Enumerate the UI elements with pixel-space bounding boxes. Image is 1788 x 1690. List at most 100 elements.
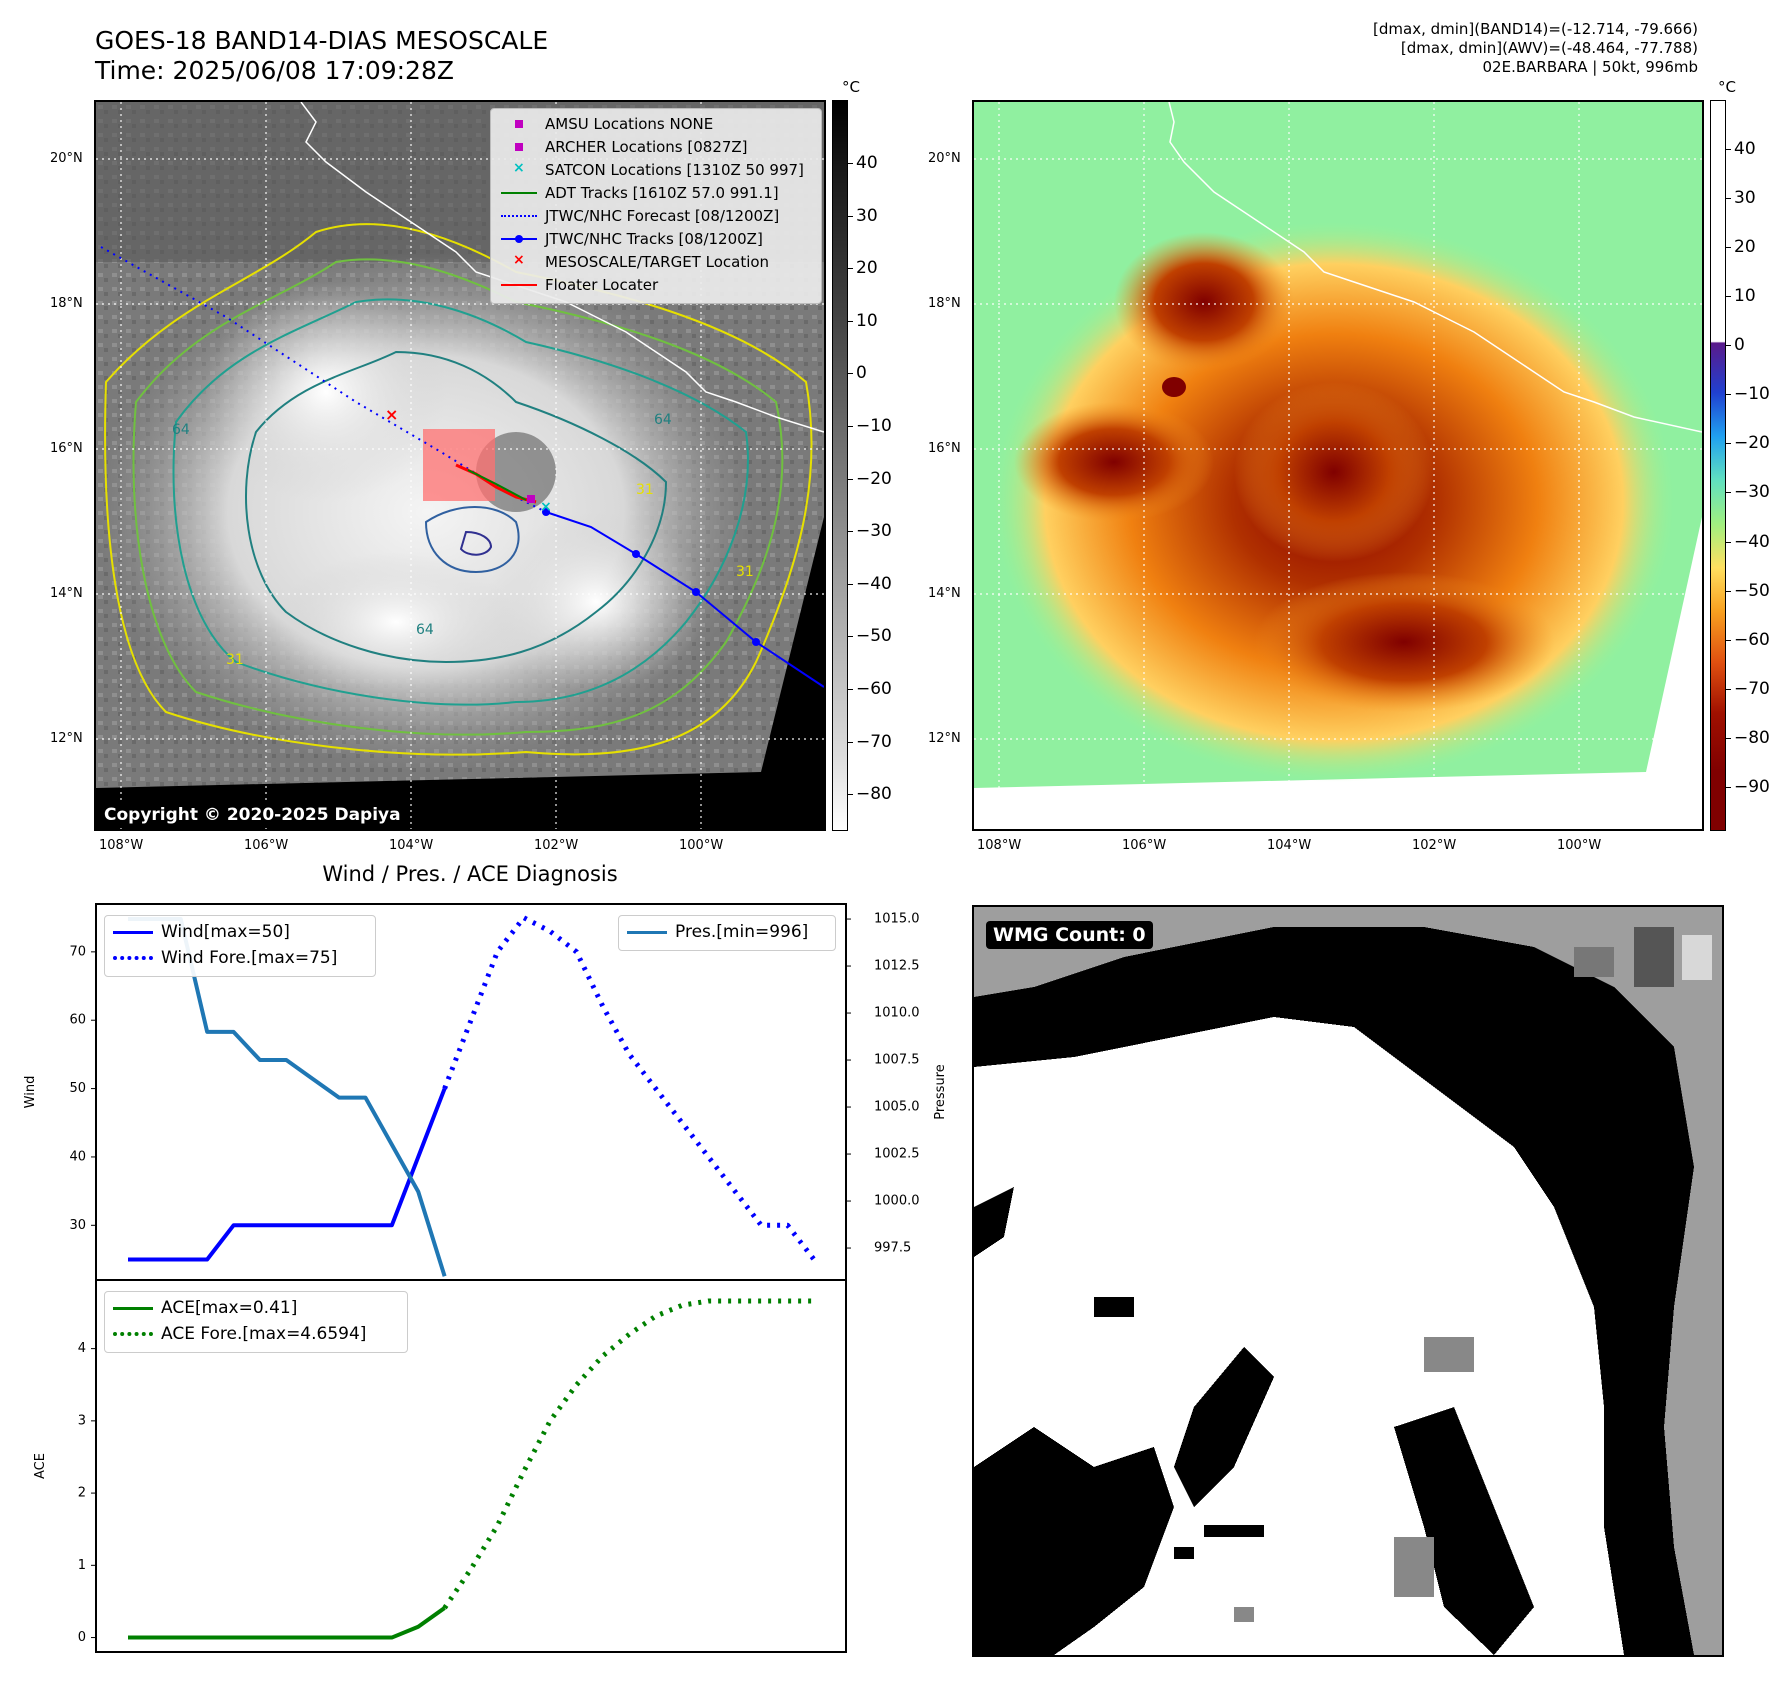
contour-label: 64 [172, 422, 190, 438]
wind-forecast-series-line [442, 915, 816, 1262]
latitude-label: 20°N [50, 151, 83, 166]
pressure-tick-label: 1015.0 [874, 912, 920, 927]
info-awv-range: [dmax, dmin](AWV)=(-48.464, -77.788) [1400, 39, 1698, 57]
pressure-tick-label: 1012.5 [874, 959, 920, 974]
pressure-tick-label: 1002.5 [874, 1147, 920, 1162]
ace-tick-label: 3 [78, 1413, 86, 1428]
colorbar-tick-mark [848, 268, 853, 270]
legend-entry: × SATCON Locations [1310Z 50 997] [513, 160, 804, 179]
colorbar-tick-label: 30 [856, 205, 878, 226]
colorbar-tick-mark [1726, 394, 1731, 396]
colorbar-tick-label: −80 [1734, 727, 1770, 748]
figure-title: GOES-18 BAND14-DIAS MESOSCALE Time: 2025… [95, 26, 548, 86]
wind-tick-label: 40 [69, 1149, 86, 1164]
latitude-label: 12°N [928, 731, 961, 746]
latitude-label: 16°N [928, 441, 961, 456]
latitude-label: 14°N [50, 586, 83, 601]
longitude-label: 108°W [99, 838, 144, 853]
colorbar-tick-mark [1726, 149, 1731, 151]
awv-colorbar [1710, 100, 1726, 831]
colorbar-tick-mark [1726, 737, 1731, 739]
copyright-label: Copyright © 2020-2025 Dapiya [98, 803, 407, 827]
wmg-panel: WMG Count: 0 [972, 905, 1724, 1657]
pressure-tick-label: 997.5 [874, 1241, 911, 1256]
colorbar-tick-label: −10 [856, 416, 892, 437]
colorbar-tick-mark [1726, 541, 1731, 543]
colorbar-tick-label: −60 [1734, 629, 1770, 650]
latitude-label: 18°N [50, 296, 83, 311]
ace-axis-label: ACE [33, 1453, 48, 1479]
colorbar-tick-mark [848, 741, 853, 743]
awv-colorbar-unit: °C [1718, 78, 1736, 96]
colorbar-tick-label: −10 [1734, 384, 1770, 405]
diagnosis-chart: 70605040301015.01012.51010.01007.51005.0… [23, 903, 948, 1653]
legend-entry: Wind Fore.[max=75] [113, 948, 337, 968]
colorbar-tick-mark [1726, 443, 1731, 445]
wind-tick-label: 50 [69, 1081, 86, 1096]
latitude-label: 14°N [928, 586, 961, 601]
contour-label: 64 [654, 412, 672, 428]
colorbar-tick-label: −50 [1734, 580, 1770, 601]
colorbar-tick-mark [848, 163, 853, 165]
colorbar-tick-mark [848, 215, 853, 217]
awv-map-panel [972, 100, 1704, 831]
pressure-tick-label: 1010.0 [874, 1006, 920, 1021]
satcon-location-marker: × [540, 499, 552, 515]
wind-tick-label: 30 [69, 1218, 86, 1233]
legend-entry: JTWC/NHC Forecast [08/1200Z] [499, 205, 779, 227]
colorbar-tick-mark [1726, 296, 1731, 298]
colorbar-tick-mark [848, 531, 853, 533]
colorbar-tick-mark [848, 426, 853, 428]
pressure-tick-label: 1000.0 [874, 1194, 920, 1209]
colorbar-tick-label: −70 [856, 731, 892, 752]
colorbar-tick-label: −40 [856, 573, 892, 594]
legend-entry: Pres.[min=996] [627, 922, 808, 942]
colorbar-tick-label: 20 [856, 258, 878, 279]
info-storm-id: 02E.BARBARA | 50kt, 996mb [1482, 58, 1698, 76]
pressure-axis-label: Pressure [933, 1064, 948, 1120]
ir-colorbar-unit: °C [842, 78, 860, 96]
legend-entry: Floater Locater [499, 274, 658, 296]
wind-axis-label: Wind [23, 1076, 38, 1109]
ace-tick-label: 1 [78, 1558, 86, 1573]
ace-forecast-series-line [442, 1298, 814, 1610]
storm-info: [dmax, dmin](BAND14)=(-12.714, -79.666) … [1373, 20, 1698, 77]
legend-entry: Wind[max=50] [113, 922, 290, 942]
colorbar-tick-label: −90 [1734, 776, 1770, 797]
latitude-label: 12°N [50, 731, 83, 746]
longitude-label: 106°W [1122, 838, 1167, 853]
longitude-label: 100°W [679, 838, 724, 853]
colorbar-tick-label: −70 [1734, 678, 1770, 699]
colorbar-tick-mark [848, 478, 853, 480]
contour-label: 31 [736, 564, 754, 580]
colorbar-tick-label: 0 [856, 363, 867, 384]
legend-entry: × MESOSCALE/TARGET Location [513, 252, 770, 271]
ace-legend: ACE[max=0.41] ACE Fore.[max=4.6594] [104, 1291, 408, 1353]
contour-label: 31 [636, 482, 654, 498]
legend-entry: ACE Fore.[max=4.6594] [113, 1324, 366, 1344]
wind-series-line [128, 1087, 447, 1262]
pressure-tick-label: 1007.5 [874, 1053, 920, 1068]
longitude-label: 106°W [244, 838, 289, 853]
colorbar-tick-label: −60 [856, 679, 892, 699]
colorbar-tick-label: −80 [856, 784, 892, 805]
wmg-count-label: WMG Count: 0 [986, 921, 1153, 949]
wind-legend: Wind[max=50] Wind Fore.[max=75] [104, 915, 376, 977]
colorbar-tick-label: −20 [1734, 433, 1770, 454]
diagnosis-title: Wind / Pres. / ACE Diagnosis [322, 862, 618, 886]
ir-map-panel: × × 31 31 31 64 64 64 AMSU Locations NON… [94, 100, 826, 831]
longitude-label: 104°W [389, 838, 434, 853]
colorbar-tick-mark [1726, 345, 1731, 347]
pressure-tick-label: 1005.0 [874, 1100, 920, 1115]
colorbar-tick-label: 0 [1734, 335, 1745, 356]
colorbar-tick-label: 10 [856, 310, 878, 331]
colorbar-tick-mark [1726, 198, 1731, 200]
longitude-label: 104°W [1267, 838, 1312, 853]
ace-tick-label: 2 [78, 1486, 86, 1501]
colorbar-tick-mark [848, 583, 853, 585]
info-band14-range: [dmax, dmin](BAND14)=(-12.714, -79.666) [1373, 20, 1698, 38]
legend-entry: ADT Tracks [1610Z 57.0 991.1] [499, 182, 779, 204]
wind-tick-label: 60 [69, 1013, 86, 1028]
colorbar-tick-mark [1726, 688, 1731, 690]
legend-entry: ACE[max=0.41] [113, 1298, 297, 1318]
